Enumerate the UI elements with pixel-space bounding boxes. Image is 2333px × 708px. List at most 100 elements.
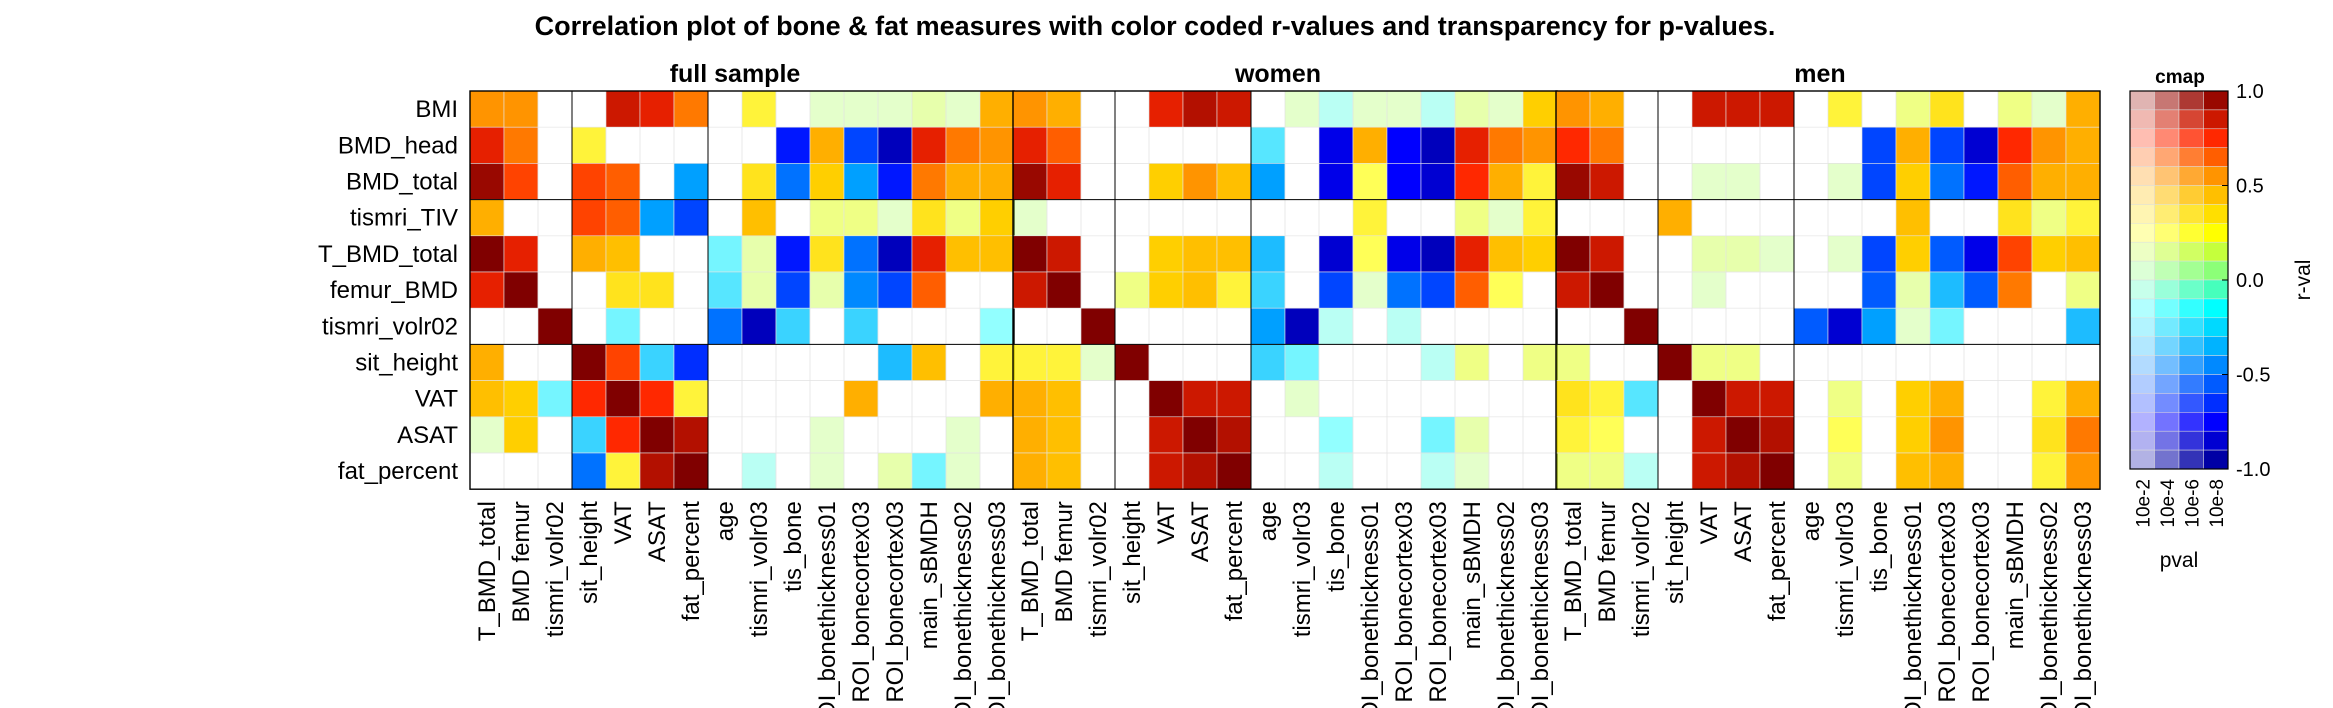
heatmap-cell	[605, 452, 641, 490]
heatmap-cell	[1623, 416, 1659, 454]
heatmap-cell	[1454, 307, 1490, 345]
heatmap-cell	[1488, 90, 1524, 128]
column-label: ROI_bonethickness02	[2036, 501, 2063, 708]
heatmap-cell	[945, 416, 981, 454]
colorbar-cell	[2203, 430, 2229, 451]
heatmap-cell	[469, 235, 505, 273]
heatmap-cell	[945, 163, 981, 200]
heatmap-cell	[1589, 416, 1625, 454]
heatmap-cell	[1046, 307, 1082, 345]
heatmap-cell	[1793, 126, 1829, 164]
heatmap-cell	[1861, 344, 1897, 381]
heatmap-cell	[1216, 126, 1252, 164]
heatmap-cell	[1386, 416, 1422, 454]
colorbar-cell	[2178, 260, 2204, 281]
panel-full-sample: full sample	[469, 60, 1015, 490]
heatmap-cell	[537, 307, 573, 345]
heatmap-cell	[1623, 380, 1659, 418]
heatmap-cell	[945, 90, 981, 128]
heatmap-cell	[1012, 416, 1048, 454]
heatmap-cell	[605, 271, 641, 309]
column-label: ROI_bonethickness03	[984, 501, 1011, 708]
colorbar-cell	[2178, 223, 2204, 243]
heatmap-cell	[1012, 271, 1048, 309]
heatmap-cell	[1725, 126, 1761, 164]
heatmap-cell	[1623, 307, 1659, 345]
heatmap-cell	[1114, 271, 1150, 309]
heatmap-cell	[1589, 380, 1625, 418]
heatmap-cell	[1997, 199, 2033, 237]
figure-title: Correlation plot of bone & fat measures …	[535, 11, 1776, 41]
heatmap-cell	[1691, 380, 1727, 418]
heatmap-cell	[2031, 380, 2067, 418]
heatmap-cell	[1012, 307, 1048, 345]
heatmap-cell	[1963, 380, 1999, 418]
heatmap-cell	[673, 416, 709, 454]
heatmap-cell	[673, 235, 709, 273]
colorbar-cell	[2178, 128, 2204, 148]
colorbar-cell	[2129, 185, 2155, 205]
heatmap-cell	[1284, 271, 1320, 309]
heatmap-cell	[1250, 380, 1286, 418]
heatmap-cell	[1182, 126, 1218, 164]
heatmap-cell	[571, 163, 607, 200]
heatmap-cell	[2065, 235, 2101, 273]
row-labels: BMI BMD_head BMD_total tismri_TIV T_BMD_tota…	[318, 96, 458, 485]
heatmap-cell	[1216, 416, 1252, 454]
heatmap-cell	[1454, 199, 1490, 237]
colorbar-cell	[2203, 260, 2229, 281]
heatmap-cell	[1793, 90, 1829, 128]
heatmap-cell	[1895, 126, 1931, 164]
heatmap-cell	[1250, 344, 1286, 381]
heatmap-cell	[1997, 235, 2033, 273]
row-label: sit_height	[355, 350, 458, 377]
heatmap-cell	[1080, 235, 1116, 273]
heatmap-cell	[2065, 344, 2101, 381]
colorbar-cell	[2129, 355, 2155, 375]
heatmap-cell	[1318, 235, 1354, 273]
heatmap-cell	[1182, 380, 1218, 418]
heatmap-cell	[1454, 126, 1490, 164]
heatmap-cell	[1386, 271, 1422, 309]
heatmap-cell	[945, 452, 981, 490]
colorbar-cell	[2178, 355, 2204, 375]
heatmap-cell	[1861, 380, 1897, 418]
heatmap-cell	[843, 163, 879, 200]
heatmap-cell	[843, 416, 879, 454]
heatmap-cell	[1386, 380, 1422, 418]
heatmap-cell	[503, 452, 539, 490]
heatmap-cell	[1963, 416, 1999, 454]
heatmap-cell	[537, 380, 573, 418]
heatmap-cell	[469, 163, 505, 200]
colorbar-cell	[2154, 147, 2180, 167]
colorbar-cell	[2178, 298, 2204, 319]
heatmap-cell	[1420, 126, 1456, 164]
heatmap-cell	[1352, 452, 1388, 490]
colorbar-cell	[2203, 393, 2229, 413]
heatmap-cell	[1997, 307, 2033, 345]
heatmap-cell	[1046, 163, 1082, 200]
column-label: ROI_bonethickness01	[814, 501, 841, 708]
heatmap-cell	[1929, 452, 1965, 490]
heatmap-cell	[741, 199, 777, 237]
heatmap-cell	[1623, 90, 1659, 128]
heatmap-cell	[945, 235, 981, 273]
heatmap-cell	[1555, 90, 1591, 128]
heatmap-cell	[1250, 126, 1286, 164]
heatmap-cell	[1114, 307, 1150, 345]
heatmap-cell	[1657, 307, 1693, 345]
heatmap-cell	[1182, 90, 1218, 128]
heatmap-cell	[1284, 344, 1320, 381]
colorbar-cell	[2129, 109, 2155, 130]
heatmap-cell	[673, 90, 709, 128]
heatmap-cell	[945, 271, 981, 309]
heatmap-cell	[741, 126, 777, 164]
colorbar-cell	[2178, 279, 2204, 300]
heatmap-cell	[1420, 163, 1456, 200]
column-label: fat_percent	[1221, 501, 1248, 621]
heatmap-cell	[1318, 163, 1354, 200]
heatmap-cell	[1793, 163, 1829, 200]
colorbar-cell	[2129, 430, 2155, 451]
column-label: tismri_volr03	[1289, 501, 1316, 637]
heatmap-cell	[1352, 271, 1388, 309]
